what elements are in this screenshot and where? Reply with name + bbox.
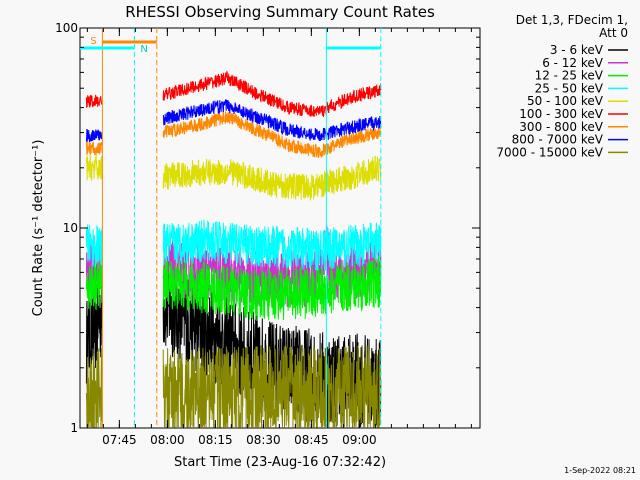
saa-flag-label: S xyxy=(90,36,96,47)
series-trace-3 xyxy=(85,219,382,271)
x-axis: 07:45 08:00 08:15 08:30 08:45 09:00 xyxy=(86,28,472,447)
x-tick-label: 07:45 xyxy=(102,433,137,447)
legend-label: 800 - 7000 keV xyxy=(512,133,604,147)
marker-layer xyxy=(101,28,382,428)
series-trace-6 xyxy=(85,109,382,159)
legend-label: 100 - 300 keV xyxy=(519,107,603,121)
series-trace-5 xyxy=(85,70,382,117)
y-axis-label: Count Rate (s⁻¹ detector⁻¹) xyxy=(31,140,46,317)
legend-label: 3 - 6 keV xyxy=(550,43,604,57)
legend-label: 7000 - 15000 keV xyxy=(496,145,603,159)
y-tick-label: 100 xyxy=(55,21,78,35)
y-tick-label: 1 xyxy=(70,421,78,435)
flag-layer: SN xyxy=(80,36,381,55)
x-tick-label: 08:00 xyxy=(150,433,185,447)
series-trace-8 xyxy=(85,345,382,428)
series-layer xyxy=(85,70,382,428)
series-trace-4 xyxy=(85,154,382,201)
x-tick-label: 08:45 xyxy=(294,433,329,447)
legend-header-line-1: Det 1,3, FDecim 1, xyxy=(516,13,628,27)
series-trace-2 xyxy=(85,255,382,321)
x-axis-label: Start Time (23-Aug-16 07:32:42) xyxy=(174,455,386,470)
x-tick-label: 09:00 xyxy=(342,433,377,447)
x-tick-label: 08:15 xyxy=(198,433,233,447)
legend-label: 6 - 12 keV xyxy=(542,56,604,70)
chart-title: RHESSI Observing Summary Count Rates xyxy=(125,3,435,21)
x-tick-label: 08:30 xyxy=(246,433,281,447)
legend-label: 50 - 100 keV xyxy=(527,94,604,108)
footer-date: 1-Sep-2022 08:21 xyxy=(564,466,636,475)
legend-label: 12 - 25 keV xyxy=(535,69,604,83)
legend-label: 300 - 800 keV xyxy=(519,120,603,134)
night-flag-label: N xyxy=(140,44,147,55)
legend-label: 25 - 50 keV xyxy=(535,81,604,95)
series-trace-7 xyxy=(85,99,382,143)
y-tick-label: 10 xyxy=(63,221,78,235)
legend-header-line-2: Att 0 xyxy=(599,26,628,40)
y-axis: 1 10 100 xyxy=(55,21,480,435)
